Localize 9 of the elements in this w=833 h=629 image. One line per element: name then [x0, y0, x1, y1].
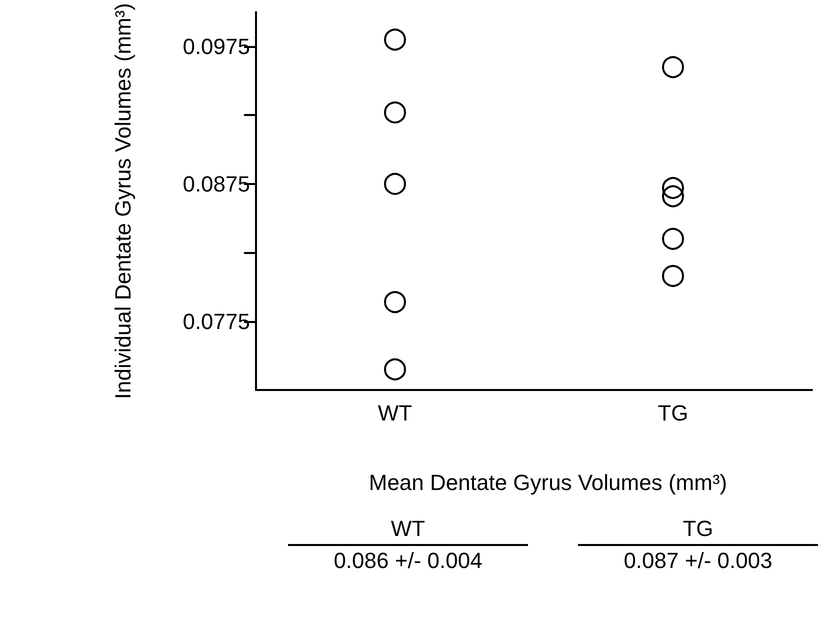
y-tick-label: 0.0875: [182, 171, 250, 196]
text: WT: [288, 516, 528, 546]
y-tick-label: 0.0975: [182, 34, 250, 59]
text: TG: [578, 516, 818, 546]
text: Mean Dentate Gyrus Volumes (mm³): [368, 470, 728, 496]
text: 0.086 +/- 0.004: [332, 547, 484, 574]
y-axis-title: Individual Dentate Gyrus Volumes (mm³): [110, 3, 136, 400]
y-tick-label: 0.0775: [182, 308, 250, 334]
text: 0.087 +/- 0.003: [622, 547, 774, 574]
